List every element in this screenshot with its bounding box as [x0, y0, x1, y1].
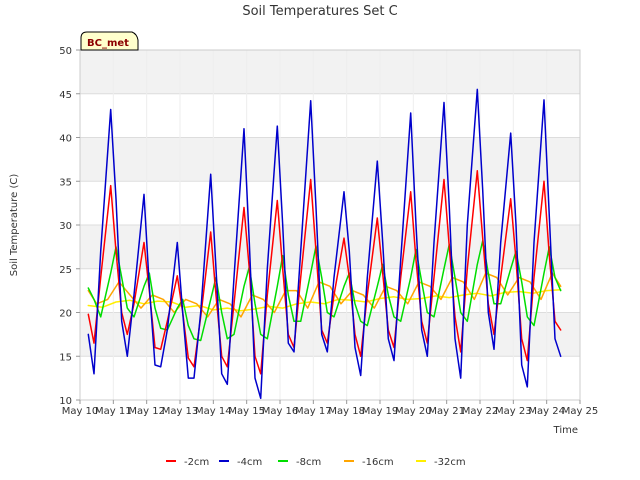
series-line-minus-2cm — [87, 170, 562, 375]
x-tick-label: May 17 — [295, 406, 332, 417]
background-band — [80, 50, 580, 94]
x-tick-label: May 10 — [62, 406, 99, 417]
y-tick-label: 45 — [59, 90, 72, 101]
x-tick-label: May 22 — [462, 406, 499, 417]
x-tick-label: May 25 — [562, 406, 599, 417]
x-tick-label: May 23 — [495, 406, 532, 417]
station-annotation: BC_met — [80, 31, 139, 51]
y-tick-label: 10 — [59, 396, 72, 407]
x-tick-label: May 24 — [528, 406, 565, 417]
legend-label: -8cm — [296, 457, 321, 468]
legend-label: -4cm — [237, 457, 262, 468]
x-tick-label: May 12 — [128, 406, 165, 417]
y-tick-label: 50 — [59, 46, 72, 57]
series-line-minus-16cm — [87, 272, 562, 318]
y-axis-label: Soil Temperature (C) — [9, 174, 20, 277]
chart-title: Soil Temperatures Set C — [242, 4, 397, 19]
x-tick-label: May 20 — [395, 406, 432, 417]
plot-background — [80, 50, 580, 400]
background-band — [80, 181, 580, 225]
station-annotation-text: BC_met — [87, 38, 129, 49]
station-annotation-box — [80, 31, 139, 51]
legend-label: -2cm — [184, 457, 209, 468]
y-tick-label: 35 — [59, 177, 72, 188]
x-tick-label: May 11 — [95, 406, 132, 417]
legend-label: -16cm — [362, 457, 394, 468]
x-tick-label: May 13 — [162, 406, 199, 417]
y-tick-label: 30 — [59, 221, 72, 232]
y-tick-label: 15 — [59, 352, 72, 363]
x-tick-label: May 21 — [428, 406, 465, 417]
series-line-minus-32cm — [87, 289, 562, 312]
y-tick-label: 25 — [59, 265, 72, 276]
x-tick-label: May 19 — [362, 406, 399, 417]
series-line-minus-4cm — [87, 88, 562, 400]
series-layer — [87, 88, 562, 400]
legend: -2cm -4cm -8cm -16cm -32cm — [166, 457, 466, 468]
y-tick-label: 20 — [59, 309, 72, 320]
background-band — [80, 93, 580, 138]
background-band — [80, 356, 580, 400]
x-tick-label: May 14 — [195, 406, 232, 417]
background-band — [80, 137, 580, 182]
y-axis: 10 15 20 25 30 35 40 45 50 — [59, 46, 80, 407]
x-tick-label: May 15 — [228, 406, 265, 417]
y-tick-label: 40 — [59, 134, 72, 145]
x-axis-label: Time — [553, 425, 578, 436]
background-band — [80, 225, 580, 269]
x-tick-label: May 18 — [328, 406, 365, 417]
legend-label: -32cm — [434, 457, 466, 468]
x-tick-label: May 16 — [262, 406, 299, 417]
